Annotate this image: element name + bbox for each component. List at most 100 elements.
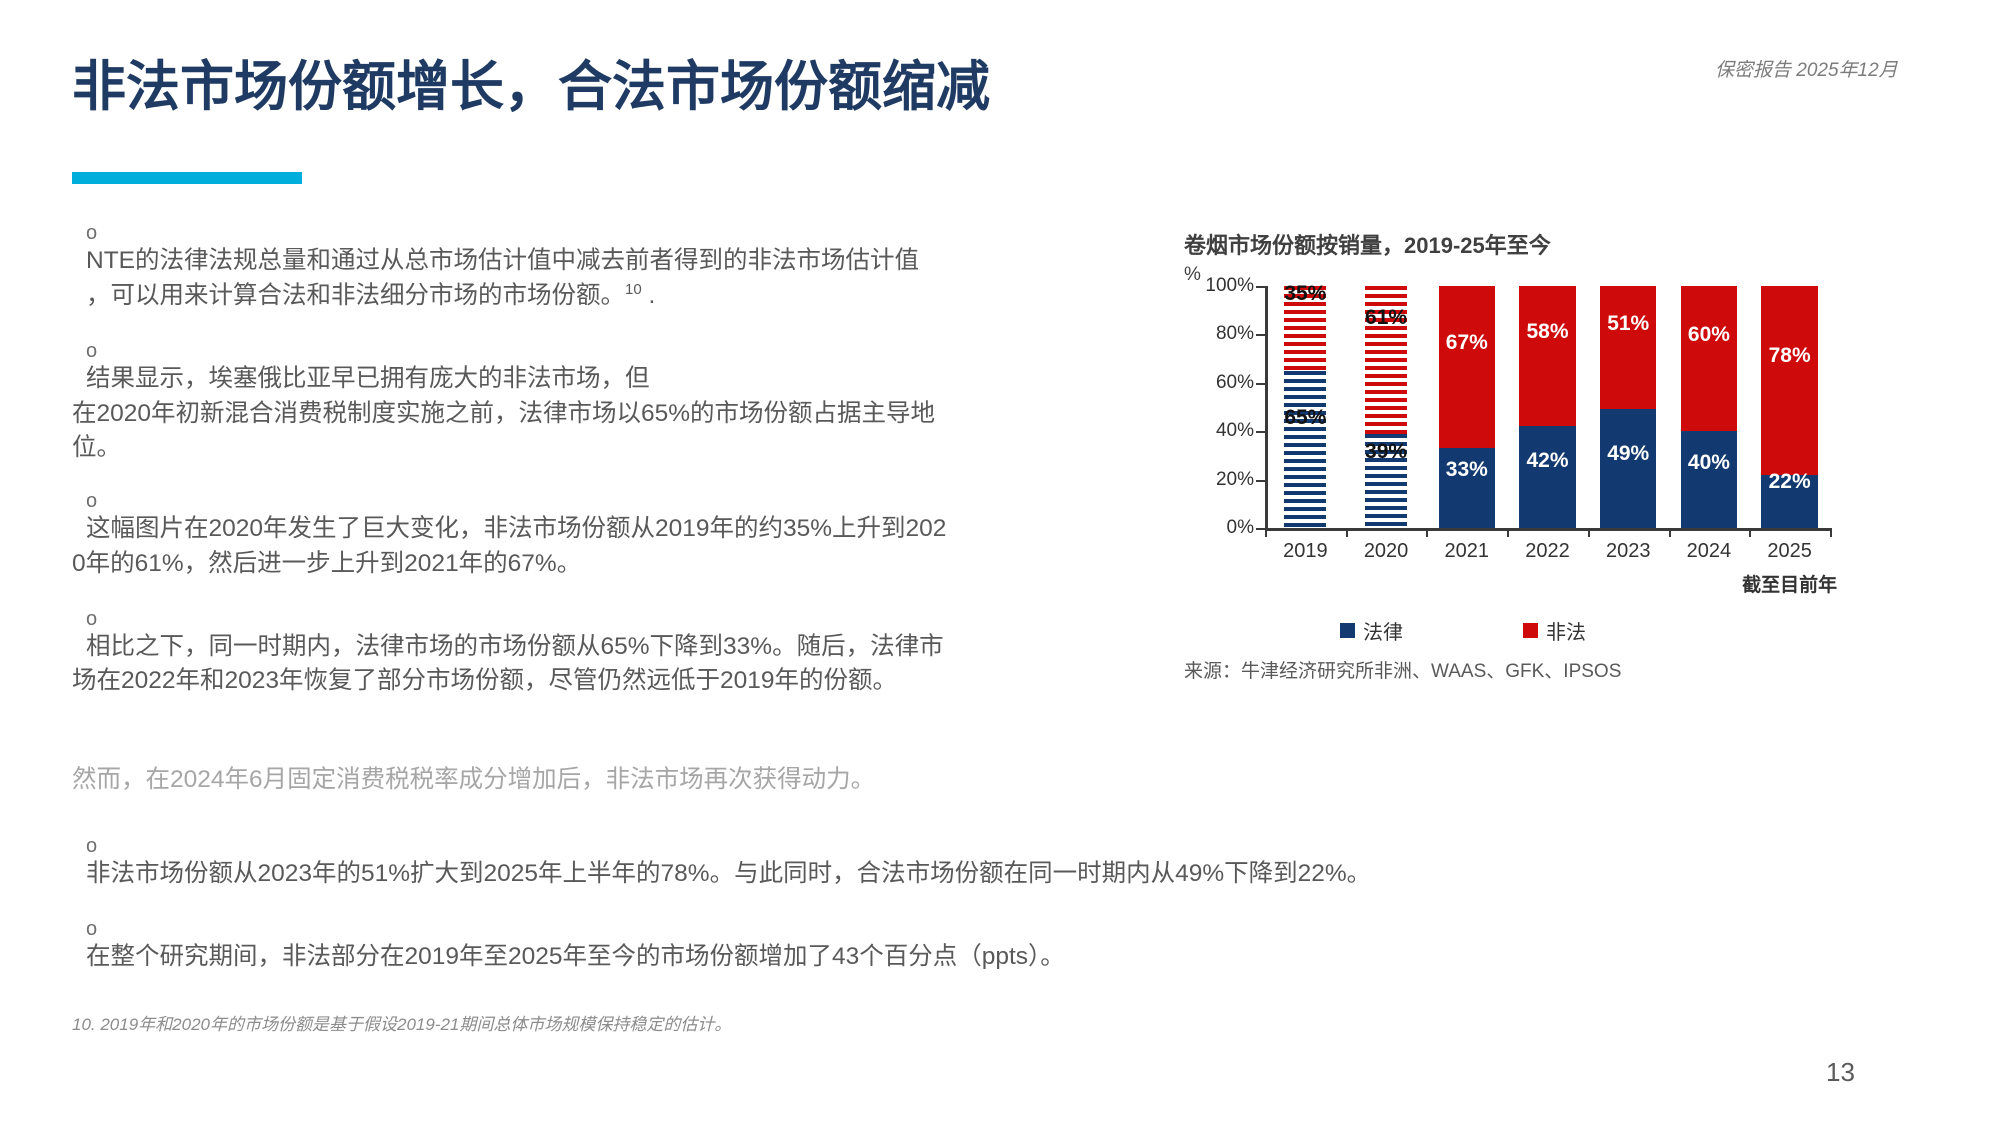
chart-bar: 49% 51% bbox=[1599, 286, 1657, 528]
chart-bar: 33% 67% bbox=[1438, 286, 1496, 528]
bullet-text-4: 相比之下，同一时期内，法律市场的市场份额从65%下降到33%。随后，法律市 场在… bbox=[72, 630, 1132, 700]
bullet-2-line-3: 位。 bbox=[72, 434, 121, 462]
chart-y-tick-label: 0% bbox=[1226, 517, 1254, 538]
chart-y-tick-label: 80% bbox=[1215, 323, 1254, 345]
bullet-marker: o bbox=[86, 835, 98, 857]
body-text-column: o NTE的法律法规总量和通过从总市场估计值中减去前者得到的非法市场估计值 ，可… bbox=[72, 222, 1132, 704]
chart-bar-segment-illicit bbox=[1284, 286, 1327, 371]
chart-x-tick-mark bbox=[1507, 528, 1510, 537]
bullet-text-2: 结果显示，埃塞俄比亚早已拥有庞大的非法市场，但 在2020年初新混合消费税制度实… bbox=[72, 362, 1132, 466]
footnote-ref-10: 10 bbox=[625, 280, 642, 298]
chart-x-tick-label: 2025 bbox=[1767, 540, 1812, 562]
gray-paragraph: 然而，在2024年6月固定消费税税率成分增加后，非法市场再次获得动力。 bbox=[72, 766, 876, 793]
bullet-block-4: o 相比之下，同一时期内，法律市场的市场份额从65%下降到33%。随后，法律市 … bbox=[72, 608, 1132, 700]
bullet-4-line-2: 场在2022年和2023年恢复了部分市场份额，尽管仍然远低于2019年的份额。 bbox=[72, 667, 898, 695]
chart-legend-label: 非法 bbox=[1546, 622, 1586, 644]
chart-y-axis bbox=[1265, 286, 1268, 529]
bullet-1-line-2: ，可以用来计算合法和非法细分市场的市场份额。 bbox=[86, 281, 625, 309]
chart-legend-swatch bbox=[1340, 623, 1355, 638]
bullet-block-3: o 这幅图片在2020年发生了巨大变化，非法市场份额从2019年的约35%上升到… bbox=[72, 490, 1132, 582]
chart-value-label-illicit: 35% bbox=[1284, 282, 1327, 306]
bullet-2-line-1: 结果显示，埃塞俄比亚早已拥有庞大的非法市场，但 bbox=[86, 364, 650, 392]
chart-value-label-illicit: 61% bbox=[1365, 306, 1408, 330]
bullet-block-6: o 在整个研究期间，非法部分在2019年至2025年至今的市场份额增加了43个百… bbox=[72, 918, 1132, 975]
chart-x-tick-mark bbox=[1426, 528, 1429, 537]
bullet-block-2: o 结果显示，埃塞俄比亚早已拥有庞大的非法市场，但 在2020年初新混合消费税制… bbox=[72, 340, 1132, 466]
body-text-column-lower: o 非法市场份额从2023年的51%扩大到2025年上半年的78%。与此同时，合… bbox=[72, 835, 1372, 980]
chart-x-tick-mark bbox=[1668, 528, 1671, 537]
chart-x-tick-label: 2023 bbox=[1605, 540, 1651, 562]
chart-x-tick-label: 2022 bbox=[1525, 540, 1570, 562]
bullet-3-line-1: 这幅图片在2020年发生了巨大变化，非法市场份额从2019年的约35%上升到20… bbox=[86, 515, 947, 543]
chart-value-label-illicit: 51% bbox=[1607, 311, 1650, 335]
chart-x-axis bbox=[1265, 528, 1830, 531]
chart-y-tick-mark bbox=[1256, 334, 1266, 337]
chart-x-tick-mark bbox=[1749, 528, 1752, 537]
chart-value-label-legal: 65% bbox=[1284, 405, 1327, 429]
chart-value-label-legal: 39% bbox=[1365, 440, 1408, 464]
chart-y-tick-mark bbox=[1256, 431, 1266, 434]
chart-bar-segment-legal bbox=[1761, 474, 1818, 528]
chart-bar-segment-illicit bbox=[1761, 286, 1818, 475]
chart-legend-item[interactable]: 非法 bbox=[1523, 616, 1586, 645]
bullet-1-trailing: . bbox=[648, 281, 656, 309]
chart-value-label-legal: 22% bbox=[1768, 469, 1811, 493]
chart-x-tick-label: 2019 bbox=[1283, 540, 1328, 562]
bullet-block-1: o NTE的法律法规总量和通过从总市场估计值中减去前者得到的非法市场估计值 ，可… bbox=[72, 222, 1132, 314]
bullet-4-line-1: 相比之下，同一时期内，法律市场的市场份额从65%下降到33%。随后，法律市 bbox=[86, 632, 944, 660]
bullet-1-line-1: NTE的法律法规总量和通过从总市场估计值中减去前者得到的非法市场估计值 bbox=[86, 247, 919, 274]
chart-y-tick-label: 100% bbox=[1205, 275, 1254, 296]
chart-y-tick-mark bbox=[1256, 286, 1266, 288]
bullet-text-5: 非法市场份额从2023年的51%扩大到2025年上半年的78%。与此同时，合法市… bbox=[86, 860, 1372, 887]
bullet-text-6: 在整个研究期间，非法部分在2019年至2025年至今的市场份额增加了43个百分点… bbox=[86, 942, 1065, 970]
chart-x-sublabel: 截至目前年 bbox=[1742, 575, 1838, 596]
chart-bar-segment-legal bbox=[1284, 370, 1327, 528]
chart-bar-segment-illicit bbox=[1519, 286, 1576, 427]
chart-bar: 22% 78% bbox=[1761, 286, 1818, 528]
chart-x-tick-label: 2021 bbox=[1444, 540, 1490, 562]
chart-y-tick-mark bbox=[1256, 479, 1266, 482]
chart-value-label-illicit: 58% bbox=[1526, 320, 1569, 344]
bullet-marker: o bbox=[86, 917, 98, 940]
footnote-text: 10. 2019年和2020年的市场份额是基于假设2019-21期间总体市场规模… bbox=[72, 1015, 732, 1034]
chart-plot-area: 65% 35% 39% 61% 33% 67% 42% 58% 49% 51% 40% 60% 22% 7… bbox=[1265, 282, 1830, 528]
chart-value-label-illicit: 78% bbox=[1768, 344, 1811, 368]
chart-x-tick-mark bbox=[1345, 528, 1348, 537]
page-title: 非法市场份额增长，合法市场份额缩减 bbox=[72, 57, 990, 117]
chart-value-label-legal: 40% bbox=[1687, 451, 1730, 475]
chart-bar: 42% 58% bbox=[1519, 286, 1576, 528]
chart-bar: 40% 60% bbox=[1680, 286, 1738, 528]
chart-legend-swatch bbox=[1523, 623, 1538, 638]
chart-legend-label: 法律 bbox=[1363, 622, 1403, 644]
bullet-text-1: NTE的法律法规总量和通过从总市场估计值中减去前者得到的非法市场估计值 ，可以用… bbox=[86, 244, 1132, 314]
chart-legend: 法律 非法 bbox=[1340, 616, 1586, 645]
chart-value-label-legal: 42% bbox=[1526, 449, 1569, 473]
chart-source: 来源：牛津经济研究所非洲、WAAS、GFK、IPSOS bbox=[1184, 661, 1622, 682]
bullet-text-3: 这幅图片在2020年发生了巨大变化，非法市场份额从2019年的约35%上升到20… bbox=[72, 512, 1132, 582]
chart-axis-unit: % bbox=[1184, 264, 1201, 285]
page-number: 13 bbox=[1826, 1057, 1855, 1087]
chart-bar-segment-illicit bbox=[1599, 286, 1657, 410]
chart-title: 卷烟市场份额按销量，2019-25年至今 bbox=[1184, 233, 1551, 258]
chart-value-label-illicit: 60% bbox=[1687, 322, 1730, 346]
chart-bar-segment-legal bbox=[1519, 426, 1576, 528]
chart-bar-segment-illicit bbox=[1365, 286, 1408, 434]
chart-legend-item[interactable]: 法律 bbox=[1340, 616, 1403, 645]
chart-y-tick-label: 60% bbox=[1215, 371, 1254, 393]
chart-y-tick-label: 40% bbox=[1215, 420, 1254, 442]
bullet-marker: o bbox=[86, 607, 98, 630]
bullet-block-5: o 非法市场份额从2023年的51%扩大到2025年上半年的78%。与此同时，合… bbox=[72, 835, 1372, 892]
chart-bar-segment-legal bbox=[1599, 409, 1657, 528]
bullet-marker: o bbox=[86, 222, 98, 244]
bullet-marker: o bbox=[86, 490, 98, 513]
chart-bar-segment-illicit bbox=[1438, 286, 1496, 449]
chart-y-tick-label: 20% bbox=[1215, 468, 1254, 490]
chart-bar: 65% 35% bbox=[1284, 282, 1327, 528]
chart-x-tick-label: 2020 bbox=[1363, 540, 1409, 562]
chart-bar-segment-legal bbox=[1365, 433, 1408, 528]
confidentiality-label: 保密报告 2025年12月 bbox=[1715, 60, 1898, 81]
chart-y-tick-mark bbox=[1256, 528, 1266, 530]
chart-bar-segment-legal bbox=[1438, 448, 1496, 528]
chart-value-label-legal: 49% bbox=[1607, 442, 1650, 466]
